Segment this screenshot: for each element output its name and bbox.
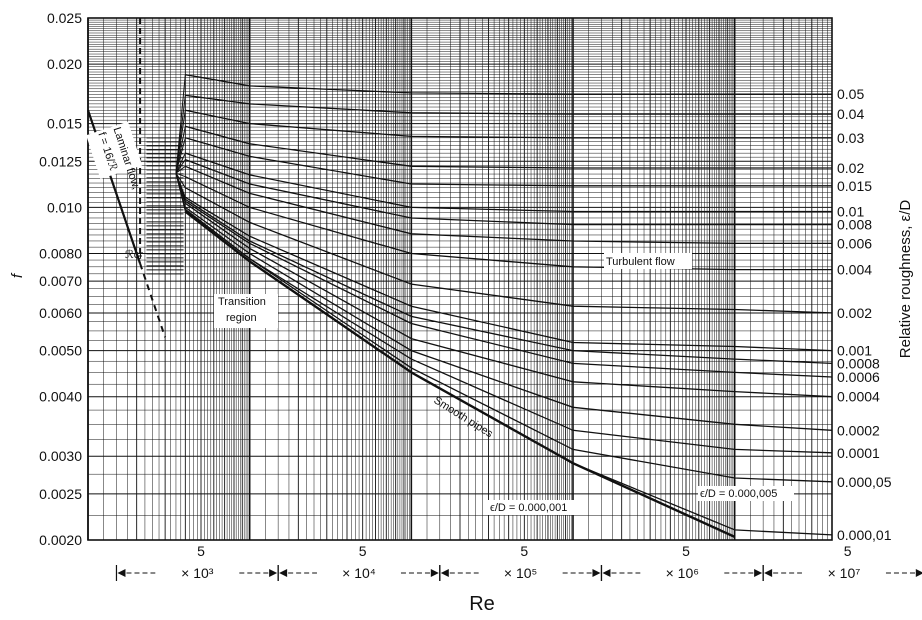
series-lines: [86, 74, 833, 538]
decade-arrowhead: [279, 569, 288, 577]
series-transition-branch: [175, 165, 186, 174]
decade-label: × 10⁴: [342, 565, 376, 581]
decade-label: × 10⁵: [504, 565, 537, 581]
roughness-label: 0.001: [837, 343, 872, 359]
roughness-label: 0.01: [837, 204, 864, 220]
roughness-label: 0.015: [837, 178, 872, 194]
x-five-marker: 5: [197, 543, 205, 559]
roughness-label: 0.0004: [837, 389, 880, 405]
series-0-004: [185, 176, 832, 271]
decade-arrowhead: [269, 569, 278, 577]
eps1-label-box: [488, 500, 586, 515]
grid: [87, 17, 833, 541]
plot-frame: [87, 17, 833, 541]
series-0-03: [185, 109, 832, 139]
roughness-label: 0.0002: [837, 422, 880, 438]
series-0-008: [185, 158, 832, 226]
series-0-05: [185, 74, 832, 95]
transition-label-line2: region: [226, 312, 257, 324]
roughness-label: 0.02: [837, 160, 864, 176]
y-tick-label: 0.0070: [39, 273, 82, 289]
roughness-labels: 0.05 0.04 0.03 0.02 0.015 0.010.008 0.006 0.004…: [837, 86, 892, 543]
roughness-label: 0.0008: [837, 355, 880, 371]
roughness-label: 0.008: [837, 217, 872, 233]
x-five-marker: 5: [682, 543, 690, 559]
roughness-label: 0.03: [837, 130, 864, 146]
y-tick-label: 0.0080: [39, 245, 82, 261]
roughness-label: 0.000,05: [837, 474, 892, 490]
y-tick-label: 0.015: [47, 116, 82, 132]
y-tick-label: 0.025: [47, 10, 82, 26]
series-transition-branch: [175, 172, 186, 198]
series-0-0002: [184, 206, 833, 431]
y-tick-label: 0.020: [47, 56, 82, 72]
decade-arrowhead: [440, 569, 449, 577]
series-laminar-dashed: [139, 263, 167, 338]
roughness-label: 0.05: [837, 86, 864, 102]
transition-label-line1: Transition: [218, 296, 266, 308]
series-transition-branch: [175, 172, 186, 188]
x-decade-axis: 5 × 10³ 5 × 10⁴ 5 × 10⁵ 5 × 10⁶ 5 × 10⁷: [115, 543, 922, 581]
series-transition-branch: [175, 152, 186, 174]
series-0-002: [184, 187, 833, 314]
roughness-label: 0.006: [837, 235, 872, 251]
y-tick-label: 0.0125: [39, 153, 82, 169]
laminar-label-box: [86, 121, 143, 180]
recrit-label: ℛcr: [125, 249, 143, 261]
series-0-000-01: [184, 210, 833, 536]
decade-arrowhead: [915, 569, 922, 577]
x-five-marker: 5: [520, 543, 528, 559]
series-0-04: [185, 94, 832, 115]
transition-label-box: [214, 294, 278, 328]
series-0-0004: [184, 202, 833, 398]
y-tick-labels: 0.025 0.020 0.015 0.0125 0.010 0.0080 0.0070 0.…: [39, 10, 82, 548]
turbulent-label: Turbulent flow: [606, 256, 675, 268]
decade-arrowhead: [430, 569, 439, 577]
eps1-label: ϵ/D = 0.000,001: [490, 502, 567, 514]
series-transition-branch: [175, 172, 186, 178]
series-0-0001: [184, 208, 833, 454]
y-tick-label: 0.0025: [39, 486, 82, 502]
y-tick-label: 0.0050: [39, 343, 82, 359]
decade-arrowhead: [602, 569, 611, 577]
series-0-001: [184, 196, 833, 352]
y2-axis-label: Relative roughness, ε/D: [897, 200, 914, 359]
decade-arrowhead: [754, 569, 763, 577]
y-tick-label: 0.0040: [39, 389, 82, 405]
roughness-label: 0.002: [837, 305, 872, 321]
y-tick-label: 0.0030: [39, 448, 82, 464]
y-tick-label: 0.010: [47, 199, 82, 215]
y-tick-label: 0.0060: [39, 305, 82, 321]
series-0-0006: [184, 200, 833, 378]
x-five-marker: 5: [844, 543, 852, 559]
y-tick-label: 0.0020: [39, 532, 82, 548]
series-0-0008: [184, 198, 833, 365]
roughness-label: 0.0001: [837, 445, 880, 461]
decade-label: × 10⁷: [828, 565, 861, 581]
roughness-label: 0.0006: [837, 369, 880, 385]
turbulent-label-box: [604, 253, 692, 269]
x-five-marker: 5: [359, 543, 367, 559]
series-0-015: [185, 137, 832, 187]
y-axis-label: f: [9, 272, 26, 278]
roughness-label: 0.004: [837, 262, 872, 278]
decade-label: × 10³: [181, 565, 214, 581]
series-transition-branch: [175, 74, 186, 174]
decade-arrowhead: [117, 569, 126, 577]
eps5-label: ϵ/D = 0.000,005: [700, 488, 777, 500]
roughness-label: 0.000,01: [837, 527, 892, 543]
decade-arrowhead: [764, 569, 773, 577]
x-axis-label: Re: [469, 593, 495, 615]
series-0-01: [185, 152, 832, 213]
roughness-label: 0.04: [837, 106, 864, 122]
decade-label: × 10⁶: [666, 565, 699, 581]
decade-arrowhead: [592, 569, 601, 577]
series-0-02: [185, 125, 832, 169]
eps5-label-box: [698, 486, 794, 501]
series-0-006: [185, 165, 832, 245]
